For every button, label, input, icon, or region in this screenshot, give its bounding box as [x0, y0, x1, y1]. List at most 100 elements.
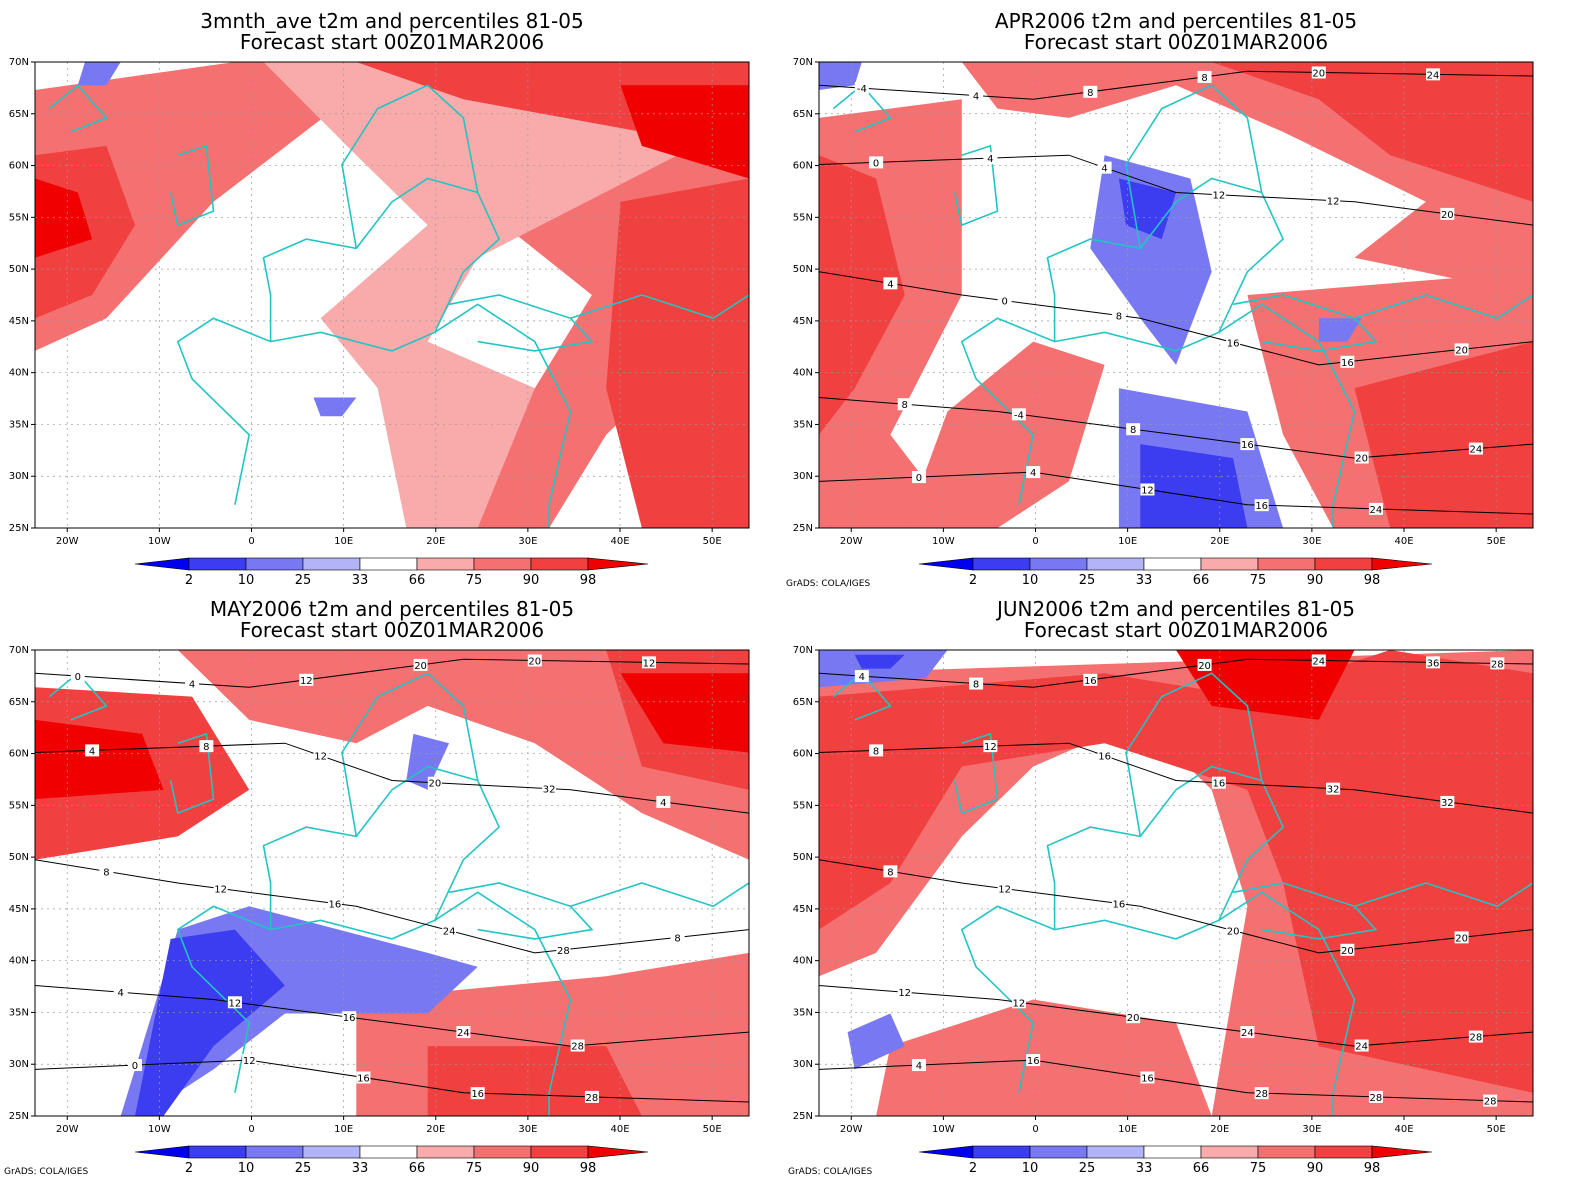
lat-tick-label: 45N — [9, 316, 29, 327]
lon-tick-label: 10W — [932, 536, 955, 547]
lon-tick-label: 10E — [334, 1124, 353, 1135]
contour-label-bg — [1026, 1054, 1041, 1067]
lon-tick-label: 50E — [703, 536, 722, 547]
lat-tick-label: 50N — [9, 264, 29, 275]
contour-label: 32 — [1327, 785, 1340, 796]
contour-label: 28 — [1491, 659, 1504, 670]
contour-label: 4 — [189, 680, 195, 691]
colorbar-label: 10 — [238, 573, 255, 588]
contour-label-bg — [1454, 931, 1469, 944]
percentile-shading — [819, 650, 948, 688]
contour-label-bg — [1354, 451, 1369, 464]
contour-label: 16 — [1141, 1073, 1154, 1084]
contour-label: 20 — [1455, 933, 1468, 944]
contour-label: 16 — [1027, 1056, 1040, 1067]
contour-label-bg — [127, 1059, 142, 1072]
colorbar-segment — [1029, 1145, 1088, 1159]
contour-label-bg — [883, 865, 898, 878]
contour-label-bg — [1311, 66, 1326, 79]
colorbar-segment — [972, 557, 1031, 571]
contour-label-bg — [1111, 309, 1126, 322]
colorbar-label: 90 — [523, 1161, 540, 1176]
lat-tick-label: 60N — [793, 161, 813, 172]
coastline — [176, 303, 572, 528]
coastline — [341, 84, 479, 249]
percentile-shading — [135, 929, 285, 1116]
lon-tick-label: 50E — [703, 1124, 722, 1135]
percentile-shading — [1318, 318, 1362, 342]
colorbar-segment — [473, 557, 532, 571]
colorbar-high-arrow — [587, 557, 649, 571]
contour-label: 4 — [916, 1061, 922, 1072]
lat-tick-label: 25N — [793, 523, 813, 534]
colorbar-segment — [416, 1145, 475, 1159]
contour-label-bg — [456, 1026, 471, 1039]
coastline — [1046, 765, 1285, 930]
lon-tick-label: 40E — [610, 536, 629, 547]
contour-label-bg — [1490, 657, 1505, 670]
colorbar-label: 2 — [185, 573, 193, 588]
lon-tick-label: 20E — [426, 536, 445, 547]
colorbar-segment — [188, 1145, 247, 1159]
lat-tick-label: 50N — [9, 852, 29, 863]
contour-label-bg — [983, 740, 998, 753]
contour-label-bg — [1468, 442, 1483, 455]
percentile-colorbar: 2 10 25 33 66 75 90 98 — [134, 1145, 649, 1176]
contour-label-bg — [897, 398, 912, 411]
lat-tick-label: 65N — [9, 697, 29, 708]
contour-label: 32 — [543, 785, 556, 796]
lat-tick-label: 25N — [793, 1111, 813, 1122]
contour-label: 12 — [243, 1056, 256, 1067]
colorbar-label: 66 — [409, 573, 426, 588]
panel-title: MAY2006 t2m and percentiles 81-05 — [210, 597, 574, 621]
temperature-contour — [35, 859, 749, 954]
contour-label: 8 — [1130, 425, 1136, 436]
contour-label: 28 — [1255, 1089, 1268, 1100]
lon-tick-label: 0 — [248, 536, 254, 547]
percentile-shading — [35, 719, 164, 800]
colorbar-label: 2 — [185, 1161, 193, 1176]
contour-label-bg — [470, 1087, 485, 1100]
coastline — [953, 732, 999, 815]
coastline — [953, 144, 999, 227]
contour-label: 20 — [1341, 946, 1354, 957]
percentile-shading — [406, 733, 450, 790]
contour-label-bg — [227, 996, 242, 1009]
contour-label-bg — [1111, 897, 1126, 910]
colorbar-label: 66 — [409, 1161, 426, 1176]
temperature-contour — [819, 985, 1533, 1047]
lat-tick-label: 30N — [793, 1059, 813, 1070]
contour-label-bg — [1254, 499, 1269, 512]
contour-label: 4 — [973, 92, 979, 103]
lat-tick-label: 65N — [793, 697, 813, 708]
temperature-contour — [819, 70, 1533, 100]
contour-label: 12 — [1141, 485, 1154, 496]
temperature-contour — [35, 658, 749, 688]
percentile-shading — [77, 62, 121, 86]
contour-label: 0 — [75, 672, 81, 683]
contour-label-bg — [413, 658, 428, 671]
contour-label-bg — [1197, 658, 1212, 671]
contour-label-bg — [997, 294, 1012, 307]
colorbar-segment — [972, 1145, 1031, 1159]
colorbar-segment — [1257, 557, 1316, 571]
contour-label-bg — [442, 924, 457, 937]
contour-label-bg — [556, 943, 571, 956]
contour-label: 16 — [1255, 501, 1268, 512]
contour-label: -4 — [857, 84, 867, 95]
contour-label-bg — [1440, 207, 1455, 220]
colorbar-label: 33 — [1136, 573, 1153, 588]
lon-tick-label: 20E — [426, 1124, 445, 1135]
contour-label-bg — [1126, 1011, 1141, 1024]
colorbar-segment — [245, 557, 304, 571]
colorbar-label: 98 — [1364, 1161, 1381, 1176]
contour-label-bg — [1426, 656, 1441, 669]
contour-label: 20 — [1312, 68, 1325, 79]
colorbar-label: 25 — [295, 573, 312, 588]
temperature-contour — [819, 271, 1533, 366]
percentile-shading — [819, 155, 905, 435]
contour-label: 8 — [873, 746, 879, 757]
contour-label: 36 — [1427, 658, 1440, 669]
lon-tick-label: 10W — [148, 1124, 171, 1135]
panel-subtitle: Forecast start 00Z01MAR2006 — [240, 30, 544, 54]
